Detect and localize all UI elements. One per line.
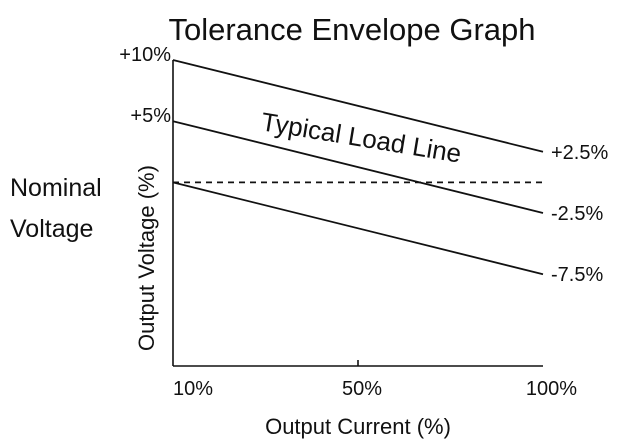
series-start-label: +5% (130, 105, 171, 127)
side-label-line: Voltage (10, 215, 93, 243)
tolerance-line (172, 59, 544, 153)
series-start-label: +10% (119, 44, 171, 66)
side-label-line: Nominal (10, 174, 102, 202)
x-tick-label: 100% (526, 378, 577, 400)
y-axis-title: Output Voltage (%) (134, 165, 159, 351)
x-axis-title: Output Current (%) (265, 414, 451, 439)
x-tick-label: 10% (173, 378, 213, 400)
x-tick-label: 50% (342, 378, 382, 400)
series-end-label: -7.5% (551, 264, 603, 286)
series-end-label: -2.5% (551, 203, 603, 225)
tolerance-line (172, 181, 544, 276)
annotation-typical-load-line: Typical Load Line (259, 106, 464, 168)
series-end-label: +2.5% (551, 142, 608, 164)
chart-title: Tolerance Envelope Graph (168, 12, 535, 47)
x-tick-labels: 10% 50% 100% (173, 378, 577, 400)
label-layer: +2.5% +10% -2.5% +5% -7.5% (119, 44, 608, 286)
side-label: Nominal Voltage (10, 174, 102, 243)
tolerance-line (172, 120, 544, 214)
series-layer (172, 59, 544, 276)
plot-area: +2.5% +10% -2.5% +5% -7.5% (119, 44, 608, 367)
